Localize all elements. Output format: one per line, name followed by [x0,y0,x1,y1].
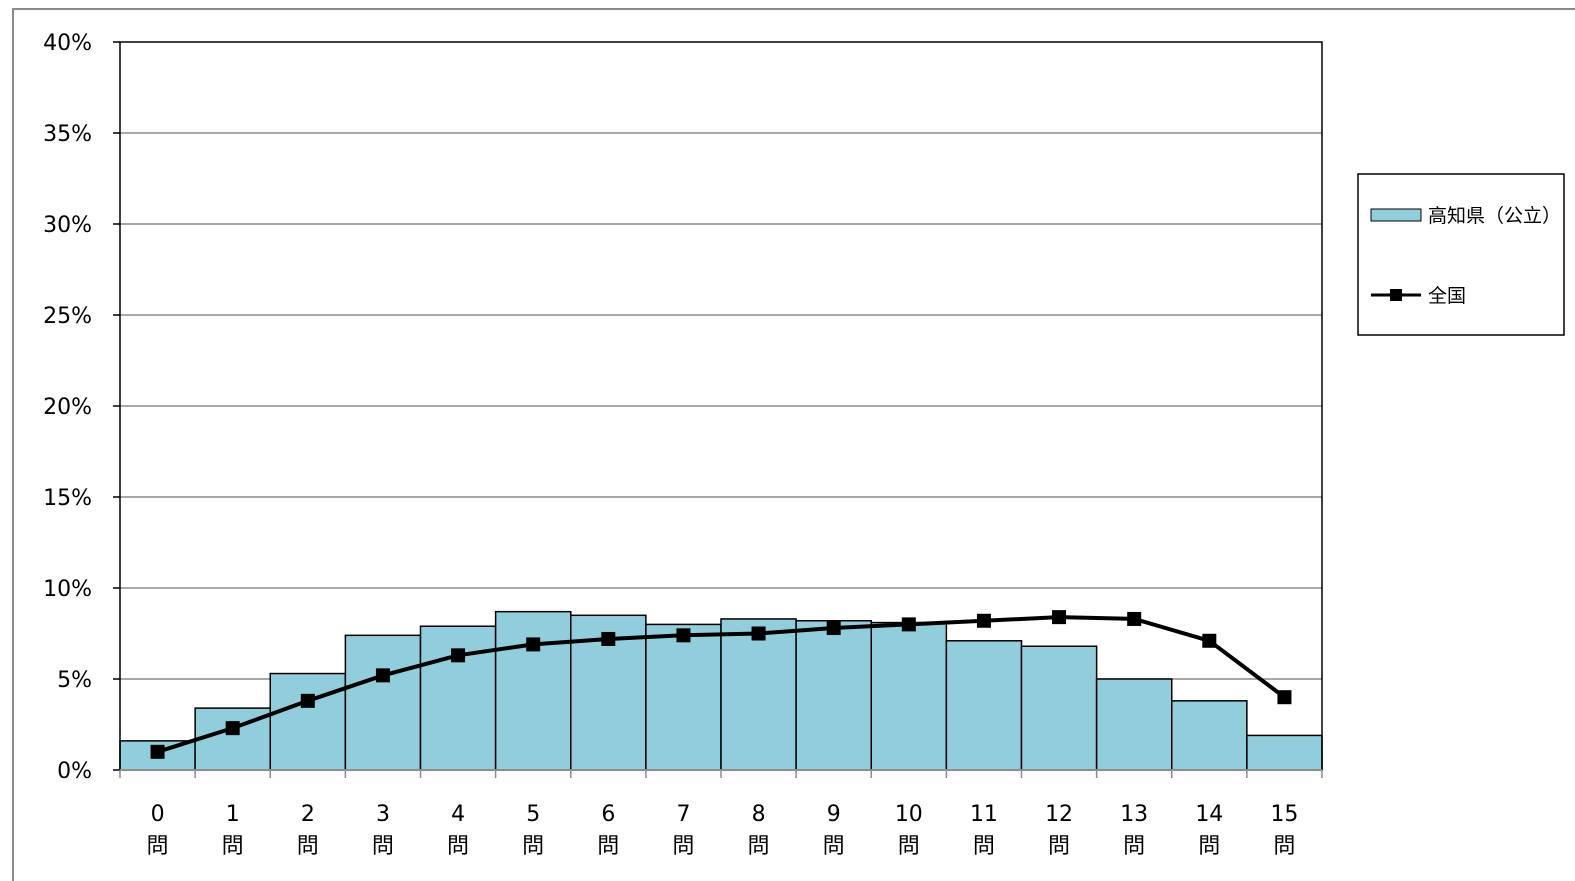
legend-box [1357,173,1565,336]
line-marker [976,613,991,628]
x-tick-unit: 問 [973,834,995,859]
x-tick-label: 5 [526,802,540,827]
bar [1171,700,1248,771]
bar [945,640,1023,771]
x-tick-unit: 問 [1273,834,1295,859]
line-marker [375,668,390,683]
line-marker [225,721,240,736]
line-marker [1052,610,1067,625]
x-tick-label: 12 [1045,802,1073,827]
x-tick-unit: 問 [147,834,169,859]
x-tick-label: 2 [301,802,315,827]
x-tick-label: 7 [676,802,690,827]
line-marker [150,744,165,759]
line-marker [1127,611,1142,626]
y-tick-label: 0% [57,759,92,784]
x-tick-unit: 問 [748,834,770,859]
chart-svg: 0% 5% 10% 15% 20% 25% 30% 35% 40% 0 問 1 問 2 問 3 問 4 問 5 問 6 問… [43,31,1565,859]
line-marker [676,628,691,643]
line-marker [300,693,315,708]
x-tick-label: 6 [601,802,615,827]
chart-area: 0% 5% 10% 15% 20% 25% 30% 35% 40% 0 問 1 問 2 問 3 問 4 問 5 問 6 問… [12,8,1575,881]
x-tick-label: 3 [376,802,390,827]
bar [344,634,422,771]
legend-swatch-marker [1390,289,1402,301]
bar [870,621,948,771]
y-tick-label: 40% [43,31,92,56]
y-axis-labels: 0% 5% 10% 15% 20% 25% 30% 35% 40% [43,31,92,784]
x-tick-label: 10 [895,802,923,827]
legend: 高知県（公立） 全国 [1357,173,1565,336]
bar [1020,645,1098,771]
x-tick-label: 0 [151,802,165,827]
x-tick-unit: 問 [898,834,920,859]
line-marker [751,626,766,641]
y-tick-label: 25% [43,304,92,329]
bar [1246,734,1323,771]
y-tick-label: 35% [43,122,92,147]
x-axis-labels: 0 問 1 問 2 問 3 問 4 問 5 問 6 問 7 問 8 問 9 問 10 問 11 問 12 問 13 問 14 問 15 問 [147,802,1299,859]
x-tick-label: 8 [752,802,766,827]
bar [1095,678,1173,771]
y-tick-label: 30% [43,213,92,238]
x-tick-unit: 問 [823,834,845,859]
line-series [150,610,1292,759]
line-marker [526,637,541,652]
x-tick-label: 14 [1195,802,1223,827]
x-tick-label: 15 [1270,802,1298,827]
x-tick-unit: 問 [1048,834,1070,859]
bar [494,610,572,771]
line-marker [901,617,916,632]
bar [720,618,797,771]
x-tick-label: 4 [451,802,465,827]
y-tick-label: 15% [43,486,92,511]
line-marker [1277,690,1292,705]
series-line [156,615,1286,754]
x-axis [119,769,1323,778]
x-tick-unit: 問 [447,834,469,859]
x-tick-label: 11 [970,802,998,827]
legend-swatch-bar [1370,208,1422,222]
bar [419,625,497,771]
y-tick-label: 5% [57,668,92,693]
x-tick-unit: 問 [1198,834,1220,859]
line-marker [826,621,841,636]
x-tick-unit: 問 [597,834,619,859]
legend-label-bar: 高知県（公立） [1428,205,1561,227]
x-tick-unit: 問 [1123,834,1145,859]
line-marker [601,631,616,646]
legend-label-line: 全国 [1428,285,1466,307]
bar [269,672,347,771]
x-tick-unit: 問 [372,834,394,859]
bar [795,620,872,771]
bar [645,623,722,771]
x-tick-label: 1 [226,802,240,827]
y-tick-label: 20% [43,395,92,420]
x-tick-label: 9 [827,802,841,827]
y-tick-label: 10% [43,577,92,602]
x-tick-unit: 問 [672,834,694,859]
x-tick-unit: 問 [522,834,544,859]
line-marker [451,648,466,663]
x-tick-label: 13 [1120,802,1148,827]
line-marker [1202,633,1217,648]
x-tick-unit: 問 [297,834,319,859]
x-tick-unit: 問 [222,834,244,859]
